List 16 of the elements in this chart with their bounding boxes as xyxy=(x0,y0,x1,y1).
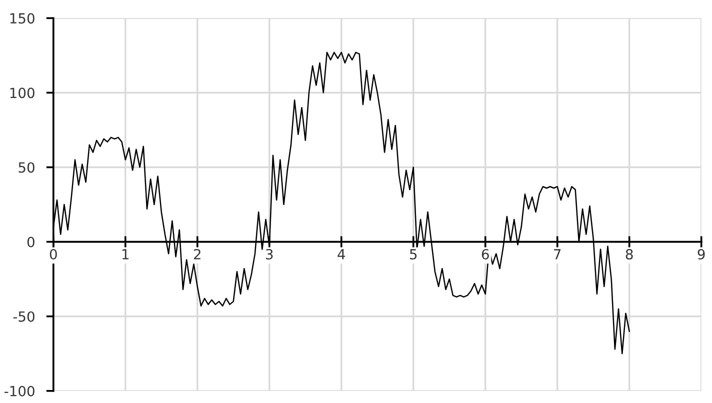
x-tick-label: 1 xyxy=(122,249,129,260)
x-tick-label: 8 xyxy=(626,248,633,260)
x-tick-label: 9 xyxy=(698,248,705,260)
y-tick-label: 150 xyxy=(10,13,34,24)
x-tick-label: 4 xyxy=(338,249,346,260)
y-tick-label: -100 xyxy=(4,386,34,396)
x-tick-label: 2 xyxy=(194,248,200,260)
x-tick-label: 0 xyxy=(50,248,57,260)
y-tick-label: 50 xyxy=(18,162,34,173)
y-tick-label: -50 xyxy=(13,311,34,322)
x-tick-label: 7 xyxy=(554,249,561,260)
x-tick-label: 5 xyxy=(410,249,417,260)
y-tick-label: 0 xyxy=(27,236,34,248)
x-tick-label: 3 xyxy=(266,248,273,260)
x-tick-label: 6 xyxy=(482,248,489,260)
y-tick-label: 100 xyxy=(10,88,34,98)
